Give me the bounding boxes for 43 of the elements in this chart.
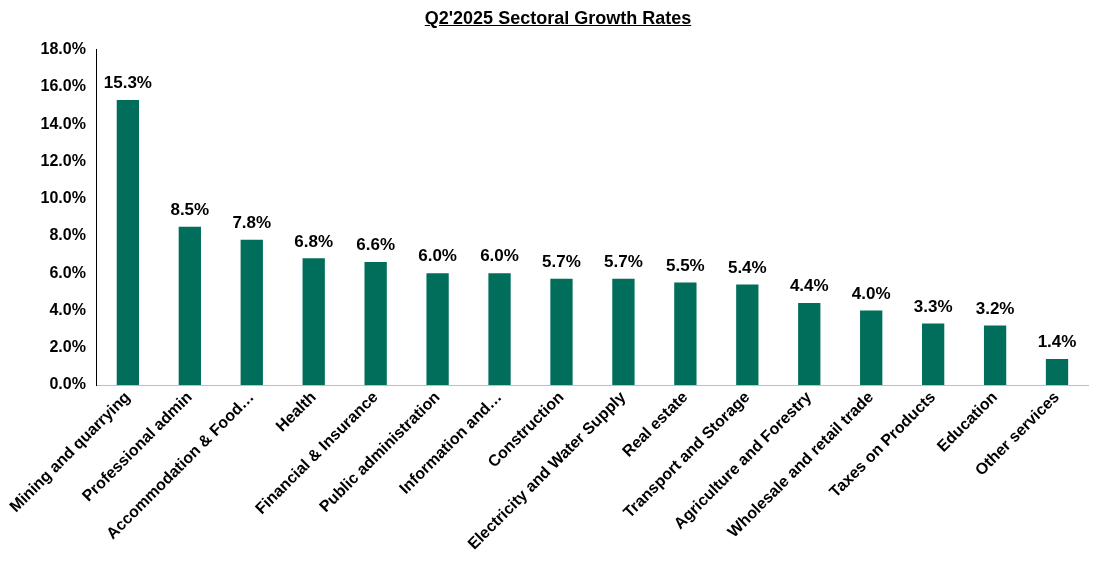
bar	[612, 278, 635, 386]
bar	[426, 273, 449, 386]
data-label: 5.7%	[542, 252, 581, 272]
y-tick-label: 10.0%	[40, 189, 86, 207]
data-label: 3.3%	[913, 296, 953, 316]
bar	[488, 273, 511, 386]
chart-title: Q2'2025 Sectoral Growth Rates	[423, 8, 693, 29]
y-tick-label: 14.0%	[40, 114, 86, 132]
bar	[736, 284, 759, 386]
y-tick-label: 4.0%	[49, 300, 86, 318]
data-label: 1.4%	[1037, 332, 1077, 352]
data-label: 6.6%	[356, 235, 396, 255]
data-label: 6.0%	[480, 246, 519, 266]
data-label: 7.8%	[232, 212, 272, 232]
y-tick-label: 8.0%	[49, 226, 86, 244]
y-tick-label: 6.0%	[49, 263, 86, 281]
y-tick-label: 12.0%	[40, 151, 86, 169]
data-label: 6.8%	[294, 231, 334, 251]
bar	[921, 323, 945, 386]
data-label: 15.3%	[103, 73, 152, 93]
bar	[674, 282, 697, 386]
bar	[116, 99, 140, 386]
data-label: 8.5%	[170, 199, 210, 219]
y-tick-label: 18.0%	[40, 40, 86, 58]
bar	[798, 303, 821, 386]
bar	[240, 239, 263, 386]
bar	[1045, 358, 1069, 386]
data-label: 4.4%	[789, 276, 829, 296]
data-label: 5.4%	[727, 257, 767, 277]
data-label: 5.7%	[604, 252, 643, 272]
y-tick-label: 16.0%	[40, 77, 86, 95]
data-label: 6.0%	[418, 246, 457, 266]
bar	[550, 278, 573, 386]
bar	[983, 325, 1007, 386]
data-label: 5.5%	[665, 255, 705, 275]
bar	[302, 258, 325, 386]
bar	[860, 310, 883, 386]
bar	[364, 262, 387, 386]
data-label: 3.2%	[975, 298, 1015, 318]
y-tick-label: 0.0%	[49, 375, 86, 393]
data-label: 4.0%	[851, 283, 891, 303]
bar	[178, 226, 201, 386]
y-tick-label: 2.0%	[49, 338, 86, 356]
